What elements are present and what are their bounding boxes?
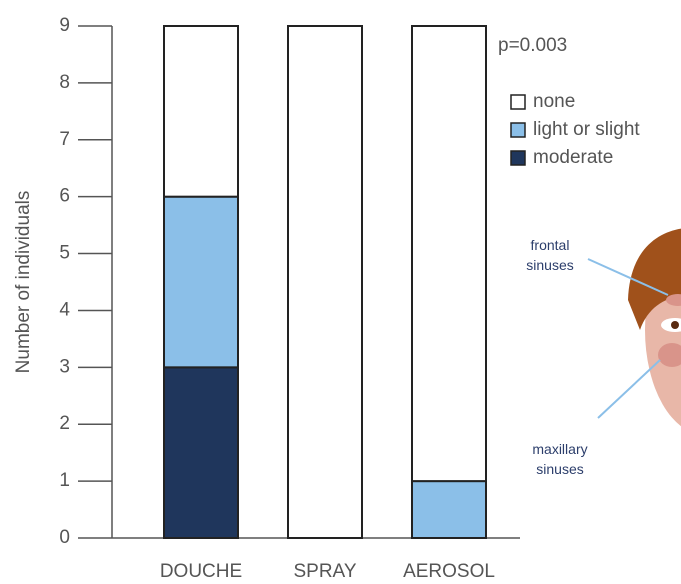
x-tick-label: AEROSOL: [403, 561, 495, 582]
bar-segment: [411, 480, 487, 540]
y-tick-label: 3: [59, 356, 70, 377]
x-tick-label: SPRAY: [293, 561, 356, 582]
legend-label: light or slight: [533, 119, 640, 140]
bar-segment: [411, 25, 487, 483]
y-tick-label: 5: [59, 243, 70, 264]
annotation-text: maxillary sinuses: [532, 441, 587, 477]
y-tick-label: 7: [59, 129, 70, 150]
y-tick-label: 9: [59, 15, 70, 36]
face-illustration: [587, 228, 681, 427]
bar-segment: [163, 366, 239, 540]
bar-segment: [163, 25, 239, 198]
annotation: p=0.003: [498, 35, 567, 56]
legend-swatch: [510, 122, 526, 138]
bar-segment: [287, 25, 363, 539]
y-tick-label: 2: [59, 413, 70, 434]
annotation-text: frontal sinuses: [526, 237, 573, 273]
x-tick-label: DOUCHE: [160, 561, 242, 582]
legend-swatch: [510, 94, 526, 110]
legend-label: moderate: [533, 147, 613, 168]
y-tick-label: 6: [59, 186, 70, 207]
y-tick-label: 8: [59, 72, 70, 93]
y-tick-label: 4: [59, 299, 70, 320]
y-tick-label: 0: [59, 527, 70, 548]
y-tick-label: 1: [59, 470, 70, 491]
y-axis-label: Number of individuals: [13, 191, 34, 374]
legend-swatch: [510, 150, 526, 166]
legend-label: none: [533, 91, 575, 112]
bar-segment: [163, 195, 239, 369]
